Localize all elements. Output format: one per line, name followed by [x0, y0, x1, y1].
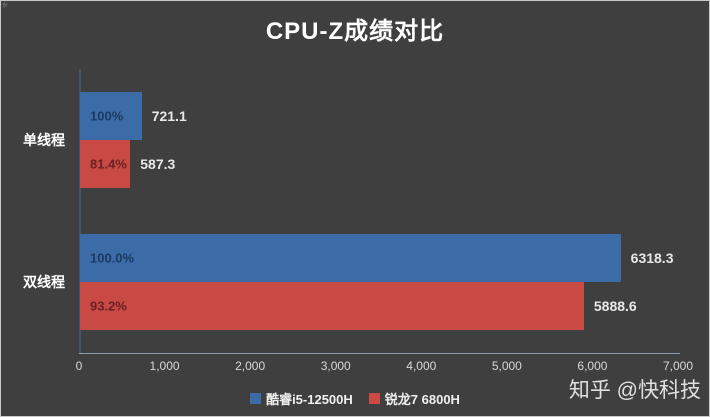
bar	[80, 234, 621, 282]
bar-value-label: 6318.3	[630, 250, 674, 266]
bar-value-label: 721.1	[151, 108, 187, 124]
watermark-zhihu-kkj: 知乎 @快科技	[568, 379, 701, 402]
bar-value-label: 5888.6	[593, 298, 637, 314]
legend-swatch-blue-icon	[250, 393, 262, 404]
bar-percent-label: 93.2%	[90, 298, 127, 314]
x-tick-label: 1,000	[149, 359, 180, 373]
x-axis-line	[79, 353, 680, 354]
legend-swatch-red-icon	[368, 393, 380, 404]
bar-percent-label: 81.4%	[90, 156, 127, 172]
chart-title: CPU-Z成绩对比	[265, 18, 445, 45]
bar	[80, 92, 142, 140]
x-tick-label: 2,000	[235, 359, 266, 373]
legend-item-series1: 酷睿i5-12500H	[250, 389, 353, 408]
category-label: 单线程	[23, 132, 65, 148]
bar	[80, 140, 131, 188]
x-tick-label: 0	[75, 359, 83, 373]
x-tick-label: 3,000	[320, 359, 351, 373]
x-tick-label: 6,000	[577, 359, 608, 373]
corner-artifact-icon: ✳	[1, 0, 9, 10]
x-tick-label: 7,000	[662, 359, 694, 373]
bar-percent-label: 100.0%	[90, 250, 135, 266]
bar-value-label: 587.3	[140, 156, 176, 172]
x-tick-label: 5,000	[491, 359, 522, 373]
legend: 酷睿i5-12500H 锐龙7 6800H	[1, 389, 709, 408]
category-label: 双线程	[23, 274, 65, 290]
x-tick-label: 4,000	[406, 359, 437, 373]
legend-item-series2: 锐龙7 6800H	[368, 389, 460, 408]
bar	[80, 282, 584, 330]
y-axis-line	[79, 69, 81, 353]
legend-label-series2: 锐龙7 6800H	[384, 392, 460, 407]
bar-percent-label: 100%	[90, 108, 124, 124]
legend-label-series1: 酷睿i5-12500H	[266, 392, 353, 407]
